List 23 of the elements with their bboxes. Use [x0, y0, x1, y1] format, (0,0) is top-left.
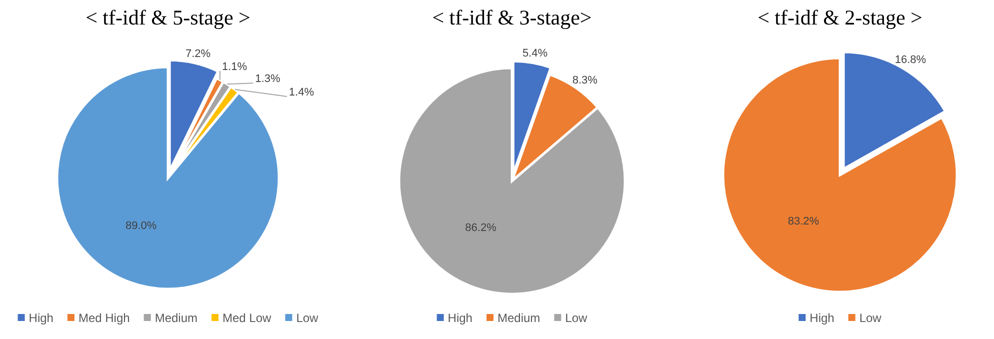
- chart-title: < tf-idf & 2-stage >: [758, 5, 922, 30]
- chart-title: < tf-idf & 5-stage >: [86, 5, 250, 30]
- legend-label: Low: [859, 311, 882, 326]
- chart-title: < tf-idf & 3-stage>: [432, 5, 592, 30]
- legend-label: Medium: [154, 311, 198, 326]
- data-label: 1.1%: [222, 60, 248, 73]
- legend-label: High: [810, 311, 834, 326]
- data-label: 5.4%: [522, 48, 548, 60]
- data-label: 89.0%: [125, 220, 157, 232]
- data-label: 86.2%: [465, 222, 497, 234]
- legend-label: Med Low: [222, 311, 272, 326]
- data-label: 83.2%: [788, 215, 820, 228]
- legend-label: Medium: [497, 311, 540, 326]
- data-label: 1.3%: [255, 72, 280, 85]
- legend-label: High: [28, 311, 54, 326]
- legend-label: Med High: [78, 311, 130, 326]
- data-label: 8.3%: [572, 74, 598, 86]
- legend-label: Low: [565, 311, 588, 326]
- legend-label: Low: [296, 311, 319, 326]
- data-label: 1.4%: [288, 86, 314, 98]
- data-label: 16.8%: [894, 54, 926, 66]
- legend-label: High: [448, 311, 472, 326]
- data-label: 7.2%: [186, 48, 211, 60]
